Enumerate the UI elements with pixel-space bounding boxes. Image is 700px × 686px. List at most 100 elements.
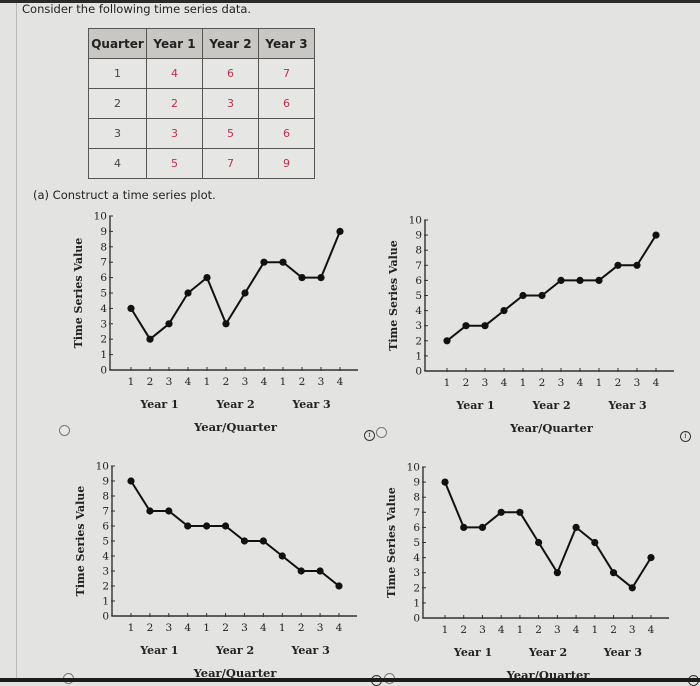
x-tick-label: 4	[260, 622, 267, 634]
question-part-a: (a) Construct a time series plot.	[33, 188, 216, 202]
y-tick-label: 2	[415, 335, 422, 347]
x-tick-label: 1	[444, 377, 451, 389]
data-point	[259, 537, 267, 545]
radio-option-b[interactable]	[376, 427, 387, 438]
y-tick-label: 3	[413, 567, 420, 579]
x-tick-label: 3	[166, 376, 173, 388]
value-cell: 6	[258, 118, 315, 149]
x-tick-label: 2	[299, 376, 306, 388]
x-tick-label: 3	[242, 376, 249, 388]
y-tick-label: 10	[94, 211, 107, 223]
table-header-row: Quarter Year 1 Year 2 Year 3	[88, 28, 315, 59]
info-icon[interactable]: i	[364, 430, 375, 441]
y-tick-label: 2	[413, 582, 420, 594]
y-tick-label: 1	[102, 596, 109, 608]
data-point	[184, 289, 192, 297]
y-tick-label: 10	[96, 461, 109, 473]
year-label: Year 2	[528, 646, 567, 659]
value-cell: 2	[146, 88, 203, 119]
series-line	[130, 480, 340, 587]
x-tick-label: 1	[596, 377, 603, 389]
x-tick-label: 1	[280, 376, 287, 388]
y-tick-label: 4	[413, 552, 420, 564]
data-point	[595, 276, 603, 284]
x-tick-label: 4	[577, 377, 584, 389]
value-cell: 3	[202, 88, 259, 119]
y-tick-label: 7	[100, 257, 107, 269]
time-series-table: Quarter Year 1 Year 2 Year 3 1 4 6 7 2 2…	[88, 28, 315, 179]
y-tick-label: 3	[100, 318, 107, 330]
quarter-cell: 2	[88, 88, 147, 119]
data-point	[647, 554, 655, 562]
data-point	[297, 567, 305, 575]
x-tick-label: 2	[463, 377, 470, 389]
data-point	[146, 335, 154, 343]
x-tick-label: 2	[460, 624, 467, 636]
data-point	[572, 523, 580, 532]
x-tick-label: 4	[185, 376, 192, 388]
value-cell: 5	[146, 148, 203, 179]
x-tick-label: 3	[479, 624, 486, 636]
year-label: Year 3	[291, 398, 330, 411]
quarter-cell: 3	[88, 118, 147, 149]
top-bar	[0, 0, 700, 3]
x-tick-label: 1	[128, 622, 135, 634]
data-point	[478, 523, 487, 532]
x-tick-label: 3	[629, 624, 636, 636]
series-line	[446, 234, 657, 342]
data-point	[462, 322, 470, 330]
data-point	[165, 507, 173, 515]
data-point	[628, 584, 636, 592]
value-cell: 6	[202, 58, 259, 89]
y-tick-label: 8	[100, 241, 107, 253]
y-tick-label: 9	[413, 477, 420, 489]
y-tick-label: 3	[415, 320, 422, 332]
header-quarter: Quarter	[88, 28, 147, 59]
data-point	[240, 537, 249, 545]
x-axis-label: Year/Quarter	[193, 666, 278, 680]
x-tick-label: 4	[336, 622, 343, 634]
x-tick-label: 1	[520, 377, 527, 389]
x-tick-label: 1	[203, 622, 210, 634]
data-point	[278, 552, 286, 560]
quarter-cell: 1	[88, 58, 147, 89]
x-tick-label: 2	[615, 377, 622, 389]
year-label: Year 3	[603, 646, 642, 659]
x-axis-label: Year/Quarter	[193, 420, 278, 434]
data-point	[516, 508, 524, 516]
y-tick-label: 1	[415, 350, 422, 362]
y-tick-label: 1	[413, 597, 420, 609]
year-label: Year 2	[531, 399, 570, 412]
x-tick-label: 1	[204, 376, 211, 388]
data-point	[553, 569, 561, 577]
y-tick-label: 4	[102, 551, 109, 563]
data-point	[165, 320, 173, 328]
data-point	[146, 507, 154, 515]
data-point	[279, 258, 287, 266]
year-label: Year 3	[607, 399, 646, 412]
x-tick-label: 4	[261, 376, 268, 388]
y-tick-label: 7	[102, 506, 109, 518]
y-axis-label: Time Series Value	[74, 486, 87, 597]
y-tick-label: 9	[415, 230, 422, 242]
value-cell: 7	[202, 148, 259, 179]
data-point	[298, 274, 306, 282]
data-point	[481, 322, 489, 330]
x-tick-label: 3	[554, 624, 561, 636]
y-tick-label: 2	[102, 581, 109, 593]
x-tick-label: 4	[573, 624, 580, 636]
value-cell: 3	[146, 118, 203, 149]
x-tick-label: 4	[337, 376, 344, 388]
radio-option-a[interactable]	[59, 425, 70, 436]
x-tick-label: 4	[653, 377, 660, 389]
data-point	[609, 569, 618, 577]
y-tick-label: 4	[100, 303, 107, 315]
y-axis-label: Time Series Value	[387, 240, 400, 351]
data-point	[335, 582, 343, 590]
info-icon[interactable]: i	[680, 431, 691, 442]
value-cell: 5	[202, 118, 259, 149]
data-point	[221, 522, 230, 530]
year-label: Year 1	[139, 644, 178, 657]
value-cell: 4	[146, 58, 203, 89]
x-tick-label: 2	[147, 622, 154, 634]
